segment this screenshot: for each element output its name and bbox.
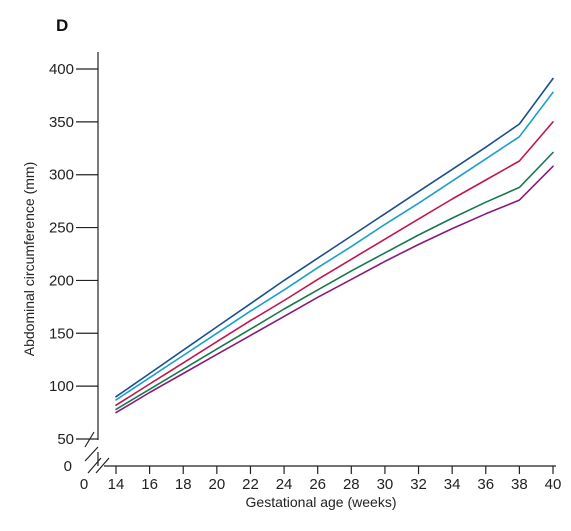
x-tick-label: 22	[242, 476, 259, 493]
x-tick-label: 40	[545, 476, 562, 493]
x-tick-label: 36	[477, 476, 494, 493]
x-tick-label: 20	[209, 476, 226, 493]
y-tick-label: 350	[49, 114, 74, 131]
panel-label: D	[56, 16, 68, 35]
x-axis-break-mark	[87, 457, 102, 474]
x-tick-label: 24	[276, 476, 293, 493]
x-tick-label: 34	[444, 476, 461, 493]
series-line-1	[115, 77, 554, 398]
x-tick-label: 38	[511, 476, 528, 493]
series-line-5	[115, 165, 554, 414]
x-tick-label: 30	[377, 476, 394, 493]
x-tick-label: 16	[141, 476, 158, 493]
x-tick-label: 28	[343, 476, 360, 493]
axes: 0 50 100 150 200 250 300 350 400 0 14 16 18 20 22 24 26 2…	[49, 52, 561, 493]
y-tick-label: 200	[49, 272, 74, 289]
y-tick-label: 300	[49, 167, 74, 184]
series-line-4	[115, 151, 554, 411]
y-axis-title: Abdominal circumference (mm)	[21, 162, 37, 357]
y-tick-label: 50	[57, 431, 74, 448]
x-axis-title: Gestational age (weeks)	[246, 494, 397, 510]
x-tick-label: 32	[410, 476, 427, 493]
series-lines	[115, 77, 554, 414]
x-axis-break-mark	[95, 457, 110, 474]
x-tick-label: 0	[80, 476, 88, 493]
x-tick-label: 18	[175, 476, 192, 493]
y-tick-label: 250	[49, 220, 74, 237]
y-tick-label: 0	[64, 458, 72, 475]
y-tick-label: 150	[49, 325, 74, 342]
series-line-3	[115, 121, 554, 406]
y-tick-label: 400	[49, 61, 74, 78]
x-tick-label: 26	[309, 476, 326, 493]
y-axis-break-mark	[84, 446, 99, 462]
x-tick-label: 14	[108, 476, 125, 493]
y-tick-label: 100	[49, 378, 74, 395]
series-line-2	[115, 91, 554, 401]
